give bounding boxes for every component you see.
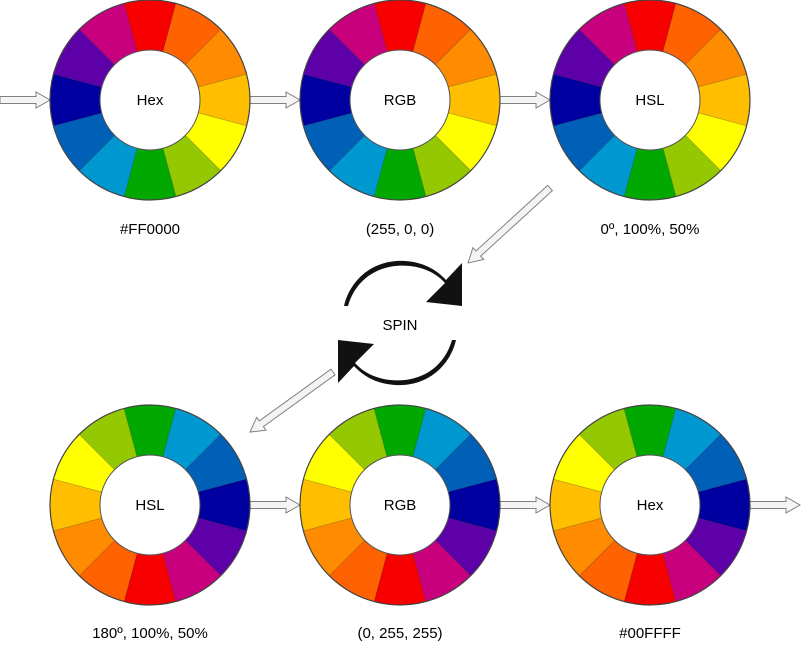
color-wheels: Hex RGB HSL HSL RGB Hex	[49, 0, 751, 606]
color-wheel-hex-bottom: Hex	[549, 404, 751, 606]
color-wheel-hsl-top: HSL	[549, 0, 751, 201]
arrow-rgb-to-hex	[499, 496, 552, 514]
wheel-value-hex-top: #FF0000	[120, 221, 180, 238]
wheel-center	[599, 454, 701, 556]
wheel-outline	[549, 404, 751, 606]
wheel-center-label-hex-top: Hex	[137, 92, 164, 109]
arrow-hsl-to-rgb	[249, 496, 302, 514]
wheel-center	[99, 454, 201, 556]
wheel-outline	[49, 0, 251, 201]
flow-arrows	[0, 91, 801, 514]
wheel-outline	[49, 404, 251, 606]
arrow-hsl-to-spin	[467, 184, 554, 264]
wheel-value-hsl-top: 0º, 100%, 50%	[601, 221, 700, 238]
wheel-value-rgb-bottom: (0, 255, 255)	[357, 625, 442, 642]
wheel-value-hex-bottom: #00FFFF	[619, 625, 681, 642]
wheel-outline	[299, 0, 501, 201]
wheel-value-rgb-top: (255, 0, 0)	[366, 221, 434, 238]
spin-arrow-bottom	[338, 340, 456, 386]
arrow-spin-to-hsl	[249, 368, 336, 433]
wheel-center	[349, 454, 451, 556]
arrow-hex-to-rgb	[249, 91, 302, 109]
wheel-outline	[299, 404, 501, 606]
wheel-value-hsl-bottom: 180º, 100%, 50%	[92, 625, 208, 642]
refresh-cycle-icon	[338, 260, 462, 386]
wheel-outline	[549, 0, 751, 201]
color-wheel-hsl-bottom: HSL	[49, 404, 251, 606]
color-wheel-rgb-top: RGB	[299, 0, 501, 201]
wheel-center-label-rgb-top: RGB	[384, 92, 417, 109]
wheel-center-label-hsl-bottom: HSL	[135, 497, 164, 514]
wheel-center-label-hsl-top: HSL	[635, 92, 664, 109]
wheel-center	[349, 49, 451, 151]
wheel-center	[99, 49, 201, 151]
spin-label: SPIN	[382, 317, 417, 334]
arrow-rgb-to-hsl	[499, 91, 552, 109]
color-wheel-hex-top: Hex	[49, 0, 251, 201]
wheel-center-label-hex-bottom: Hex	[637, 497, 664, 514]
wheel-center	[599, 49, 701, 151]
wheel-center-label-rgb-bottom: RGB	[384, 497, 417, 514]
value-labels: #FF0000 (255, 0, 0) 0º, 100%, 50% 180º, …	[92, 221, 699, 642]
color-wheel-rgb-bottom: RGB	[299, 404, 501, 606]
arrow-out	[749, 496, 801, 514]
spin-arrow-top	[344, 260, 462, 306]
arrow-in	[0, 91, 52, 109]
spin-group: SPIN	[338, 260, 462, 386]
